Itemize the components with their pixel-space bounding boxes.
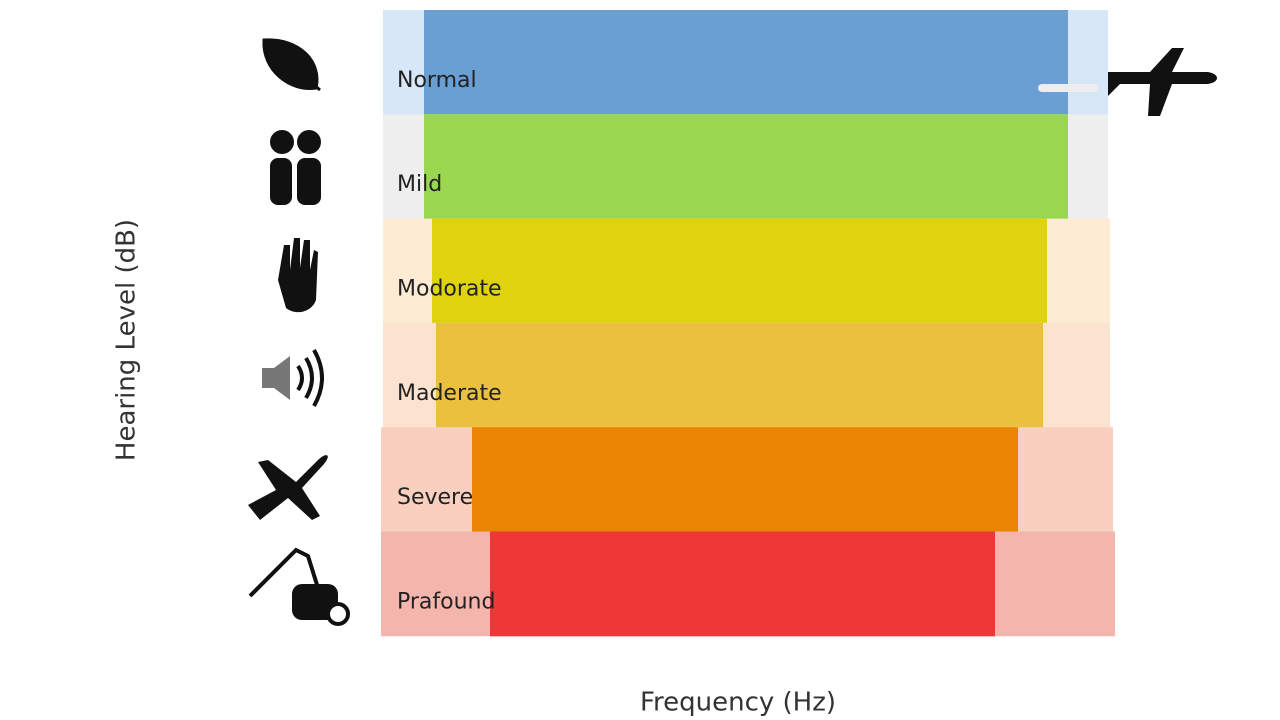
leaf-icon [262,38,321,92]
hand-icon [278,238,318,313]
plane-top-icon [1038,48,1217,116]
band-label: Modorate [397,277,502,302]
y-axis-label: Hearing Level (dB) [112,219,142,461]
bands: Normal Mild Modorate Maderate Severe Prafound [381,10,1115,637]
band-label: Mild [397,172,442,197]
x-axis-label: Frequency (Hz) [640,688,836,718]
band-bar [472,427,1018,532]
band-label: Severe [397,485,473,510]
band-bar [424,10,1068,115]
people-icon [270,130,321,205]
band-label: Prafound [397,589,495,614]
band-bar [436,322,1043,428]
plane-icon [248,455,328,520]
vacuum-icon [248,547,350,626]
speaker-icon [262,349,324,407]
band-label: Normal [397,68,477,93]
band-label: Maderate [397,381,502,406]
icons [248,38,1217,626]
band-bar [490,531,995,637]
band-bar [424,114,1068,220]
band-bar [432,218,1047,324]
